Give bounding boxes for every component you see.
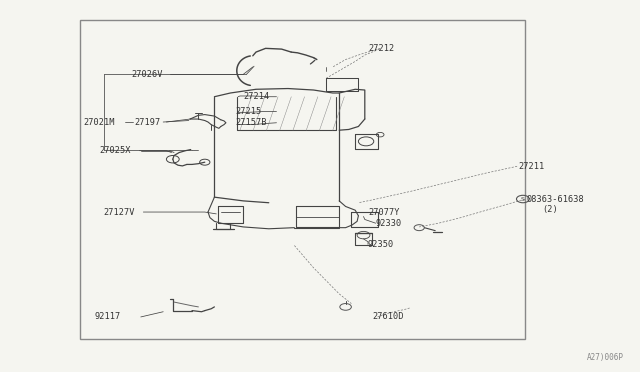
Text: A27)006P: A27)006P [587,353,624,362]
Text: 08363-61638: 08363-61638 [527,195,584,203]
Text: 92330: 92330 [376,219,402,228]
Text: S: S [521,196,525,202]
Text: 27127V: 27127V [104,208,135,217]
Text: 27214: 27214 [243,92,269,101]
Text: (2): (2) [543,205,559,214]
Text: 27211: 27211 [518,162,545,171]
Text: 27077Y: 27077Y [368,208,399,217]
Text: 27021M: 27021M [83,118,115,126]
Text: 27610D: 27610D [372,312,404,321]
Text: 27025X: 27025X [99,146,131,155]
Text: 27026V: 27026V [131,70,163,79]
Text: 27197: 27197 [134,118,161,126]
Text: 92350: 92350 [368,240,394,249]
Text: 27212: 27212 [368,44,394,53]
Bar [80,20,525,339]
Text: 27157B: 27157B [236,118,267,127]
Text: 27215: 27215 [236,107,262,116]
Text: 92117: 92117 [95,312,121,321]
